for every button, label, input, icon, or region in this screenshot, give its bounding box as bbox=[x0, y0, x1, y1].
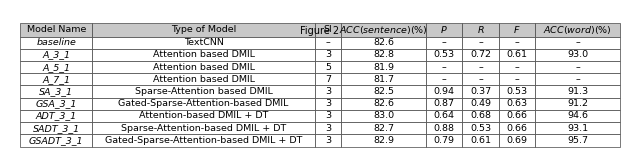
Text: Figure 2: Figure 2 bbox=[300, 26, 340, 36]
